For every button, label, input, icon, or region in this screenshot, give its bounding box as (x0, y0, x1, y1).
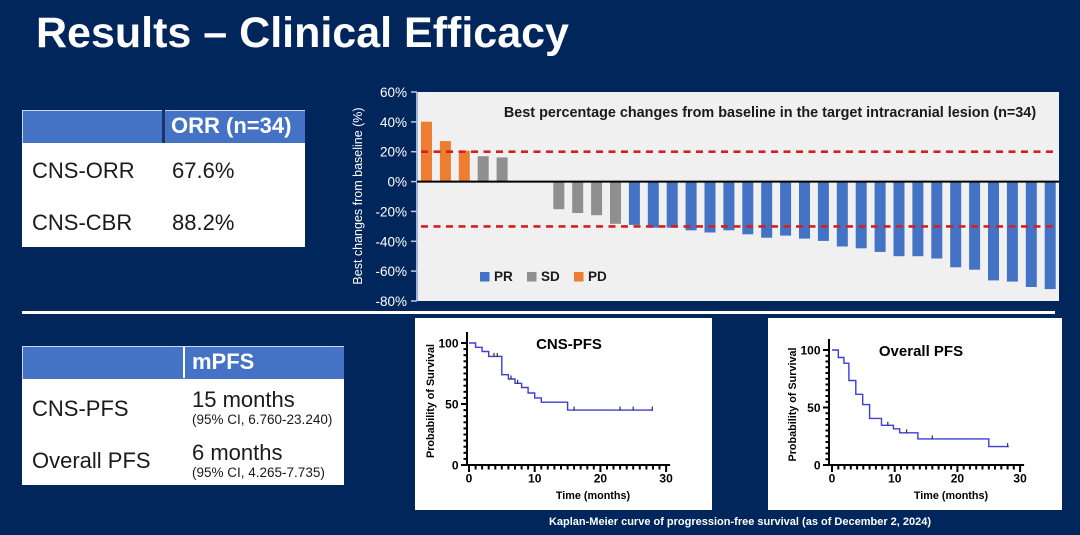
svg-text:PR: PR (494, 269, 513, 284)
svg-text:10: 10 (528, 472, 542, 486)
svg-text:Probability of Survival: Probability of Survival (787, 348, 799, 462)
svg-text:100: 100 (438, 337, 458, 351)
svg-text:CNS-PFS: CNS-PFS (536, 336, 602, 353)
svg-text:30: 30 (1013, 472, 1027, 486)
svg-text:Best percentage changes from b: Best percentage changes from baseline in… (504, 105, 1036, 121)
svg-text:PD: PD (588, 269, 607, 284)
svg-text:Time (months): Time (months) (556, 490, 631, 502)
svg-text:10: 10 (888, 472, 902, 486)
svg-text:40%: 40% (380, 115, 407, 130)
svg-text:-60%: -60% (375, 264, 407, 279)
svg-text:-40%: -40% (375, 234, 407, 249)
svg-text:20%: 20% (380, 145, 407, 160)
svg-text:Overall PFS: Overall PFS (879, 343, 963, 360)
svg-text:Time (months): Time (months) (914, 490, 989, 502)
svg-text:30: 30 (659, 472, 673, 486)
svg-text:0: 0 (829, 472, 836, 486)
svg-text:50: 50 (807, 401, 821, 415)
svg-text:0: 0 (466, 472, 473, 486)
svg-text:20: 20 (951, 472, 965, 486)
svg-text:0: 0 (452, 459, 459, 473)
svg-text:-20%: -20% (375, 204, 407, 219)
svg-text:0%: 0% (387, 175, 407, 190)
svg-text:50: 50 (445, 398, 459, 412)
svg-text:0: 0 (814, 459, 821, 473)
svg-text:60%: 60% (380, 85, 407, 100)
svg-text:Probability of Survival: Probability of Survival (425, 344, 437, 458)
svg-text:SD: SD (541, 269, 560, 284)
svg-text:100: 100 (800, 344, 820, 358)
svg-text:-80%: -80% (375, 294, 407, 309)
svg-text:20: 20 (594, 472, 608, 486)
svg-text:Best changes from baseline (%): Best changes from baseline (%) (351, 107, 365, 284)
